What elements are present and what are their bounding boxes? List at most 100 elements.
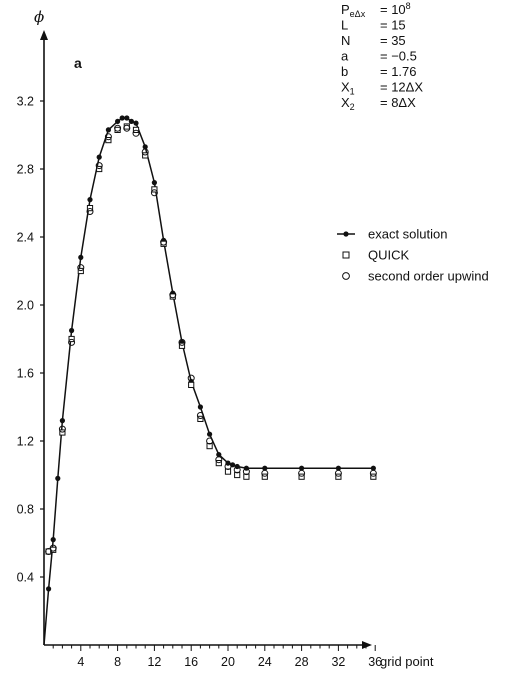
- legend-marker: [342, 272, 350, 280]
- second-order-upwind-point: [150, 189, 158, 197]
- second-order-upwind-point: [141, 148, 149, 156]
- x-axis-label: grid point: [380, 654, 434, 669]
- parameter-value: = 35: [380, 33, 406, 48]
- parameter-value: = −0.5: [380, 49, 417, 64]
- x-tick-label: 28: [295, 655, 309, 669]
- legend-label: QUICK: [368, 248, 410, 263]
- exact-solution-point: [207, 431, 213, 437]
- exact-solution-point: [128, 118, 134, 124]
- exact-solution-point: [55, 475, 61, 481]
- second-order-upwind-point: [169, 291, 177, 299]
- x-tick-label: 16: [184, 655, 198, 669]
- legend-marker: [343, 231, 349, 237]
- exact-solution-point: [105, 127, 111, 133]
- exact-solution-point: [46, 586, 52, 592]
- second-order-upwind-point: [58, 425, 66, 433]
- exact-solution-point: [115, 118, 121, 124]
- second-order-upwind-point: [132, 129, 140, 137]
- exact-solution-point: [216, 452, 222, 458]
- x-axis-arrow: [362, 641, 372, 649]
- quick-point: [114, 126, 121, 134]
- second-order-upwind-point: [242, 468, 250, 476]
- exact-solution-point: [133, 120, 139, 126]
- y-axis-label: ϕ: [34, 8, 44, 26]
- exact-solution-point: [50, 537, 56, 543]
- second-order-upwind-point: [68, 338, 76, 346]
- parameter-value: = 1.76: [380, 64, 417, 79]
- quick-point: [169, 293, 176, 300]
- legend-label: exact solution: [368, 227, 448, 242]
- parameter-name: N: [341, 33, 350, 48]
- second-order-upwind-point: [95, 162, 103, 170]
- exact-solution-point: [142, 144, 148, 150]
- parameter-name: L: [341, 18, 348, 33]
- second-order-upwind-point: [104, 133, 112, 141]
- quick-point: [160, 240, 167, 247]
- second-order-upwind-point: [45, 548, 53, 555]
- parameter-value: = 108: [380, 1, 411, 17]
- parameter-value: = 12ΔX: [380, 80, 423, 95]
- tick-marks: 0.4 0.8 1.2 1.6 2.0 2.4 2.8 3.2 4 8 12 16 20 24 28 32 36: [17, 95, 383, 670]
- x-tick-label: 36: [368, 655, 382, 669]
- exact-solution-point: [370, 465, 376, 471]
- y-tick-label: 0.8: [17, 503, 34, 517]
- second-order-upwind-point: [369, 469, 377, 477]
- parameter-list: PeΔx = 108 L = 15 N = 35 a = −0.5 b = 1.76 X1 = 12Δ…: [341, 1, 423, 112]
- y-tick-label: 0.4: [17, 571, 34, 585]
- exact-solution-point: [299, 465, 305, 471]
- y-tick-label: 2.4: [17, 231, 34, 245]
- exact-solution-point: [197, 404, 203, 410]
- legend-marker: [342, 251, 350, 259]
- x-tick-label: 20: [221, 655, 235, 669]
- series-second-order-upwind: [45, 124, 377, 555]
- second-order-upwind-point: [123, 124, 131, 132]
- parameter-name: PeΔx: [341, 2, 366, 19]
- axes: [40, 30, 372, 649]
- series-quick: [45, 123, 377, 555]
- panel-label: a: [74, 55, 82, 71]
- exact-solution-point: [119, 115, 125, 121]
- second-order-upwind-point: [206, 437, 214, 445]
- legend-label: second order upwind: [368, 269, 489, 284]
- x-tick-label: 8: [114, 655, 121, 669]
- second-order-upwind-point: [49, 544, 57, 552]
- second-order-upwind-point: [114, 124, 122, 132]
- x-tick-label: 24: [258, 655, 272, 669]
- second-order-upwind-point: [77, 264, 85, 272]
- parameter-value: = 8ΔX: [380, 95, 416, 110]
- y-tick-label: 1.6: [17, 367, 34, 381]
- parameter-name: a: [341, 49, 349, 64]
- second-order-upwind-point: [334, 469, 342, 477]
- second-order-upwind-point: [178, 338, 186, 346]
- parameter-name: b: [341, 64, 348, 79]
- second-order-upwind-point: [86, 208, 94, 215]
- exact-solution-point: [335, 465, 341, 471]
- exact-solution-point: [78, 254, 84, 260]
- second-order-upwind-point: [215, 456, 223, 464]
- quick-point: [123, 123, 130, 130]
- second-order-upwind-point: [233, 466, 241, 474]
- exact-solution-point: [59, 418, 65, 424]
- second-order-upwind-point: [196, 412, 204, 419]
- y-tick-label: 1.2: [17, 435, 34, 449]
- second-order-upwind-point: [160, 238, 168, 246]
- exact-solution-point: [124, 115, 130, 121]
- series-exact-solution: [43, 115, 376, 646]
- exact-solution-point: [87, 197, 93, 203]
- y-tick-label: 2.0: [17, 299, 34, 313]
- legend: exact solution QUICK second order upwind: [337, 227, 489, 284]
- quick-point: [188, 381, 195, 388]
- second-order-upwind-point: [261, 469, 269, 477]
- exact-solution-point: [151, 180, 157, 186]
- y-tick-label: 2.8: [17, 163, 34, 177]
- parameter-name: X1: [341, 80, 355, 97]
- exact-solution-point: [69, 327, 75, 334]
- parameter-value: = 15: [380, 18, 406, 33]
- y-axis-arrow: [40, 30, 48, 40]
- exact-solution-line: [43, 117, 374, 646]
- x-tick-label: 4: [77, 655, 84, 669]
- x-tick-label: 12: [147, 655, 161, 669]
- x-tick-label: 32: [331, 655, 345, 669]
- y-tick-label: 3.2: [17, 95, 34, 109]
